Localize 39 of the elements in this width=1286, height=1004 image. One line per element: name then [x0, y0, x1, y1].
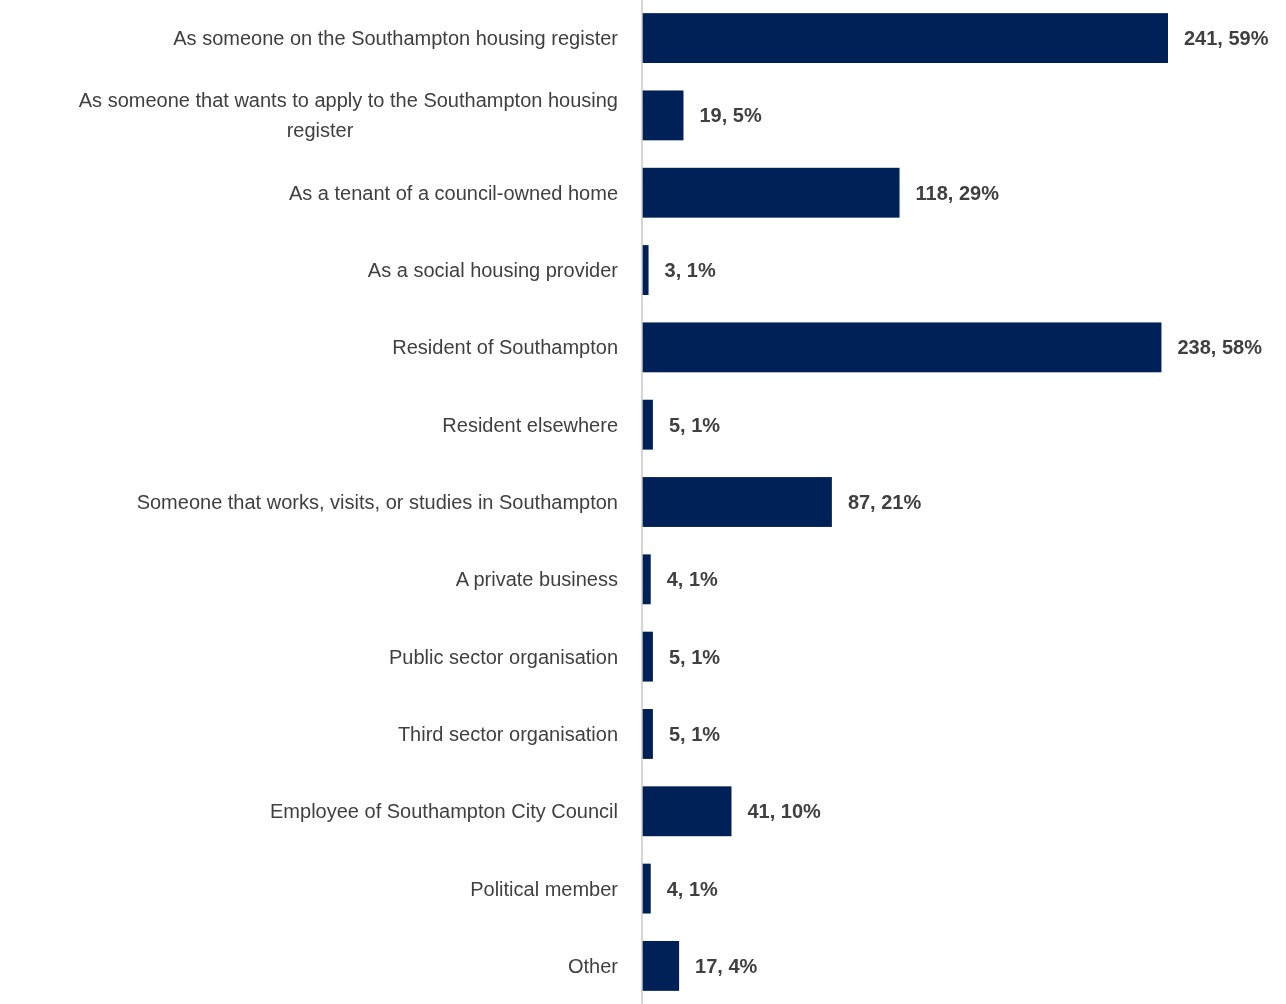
bar: [642, 786, 732, 837]
y-tick-label: Employee of Southampton City Council: [270, 800, 618, 823]
y-tick-label: Third sector organisation: [397, 722, 618, 745]
bar: [642, 940, 680, 991]
bar: [642, 399, 653, 450]
data-label: 5, 1%: [668, 645, 721, 668]
y-tick-label: As a tenant of a council-owned home: [288, 181, 618, 204]
bar: [642, 554, 651, 605]
data-label: 41, 10%: [747, 800, 822, 823]
bar: [642, 477, 832, 527]
data-label: 3, 1%: [664, 259, 716, 282]
bar: [642, 322, 1162, 373]
bar: [642, 631, 653, 682]
bar: [642, 245, 649, 295]
data-label: 118, 29%: [915, 181, 1000, 204]
bar: [642, 863, 651, 914]
y-tick-label: Resident of Southampton: [392, 336, 618, 359]
data-label: 5, 1%: [668, 413, 721, 436]
bar: [642, 13, 1168, 64]
bar: [642, 709, 653, 759]
y-tick-label: As someone that wants to apply to the Southampton housing register: [78, 89, 618, 142]
data-label: 17, 4%: [695, 954, 758, 977]
y-tick-label: Public sector organisation: [388, 645, 618, 668]
y-tick-label: As a social housing provider: [367, 259, 619, 282]
data-label: 241, 59%: [1184, 27, 1269, 50]
y-tick-label: Resident elsewhere: [442, 413, 618, 436]
y-tick-label: Someone that works, visits, or studies in Southampton: [136, 491, 618, 513]
data-label: 87, 21%: [847, 491, 922, 513]
data-label: 19, 5%: [699, 104, 762, 127]
y-tick-label: Political member: [470, 877, 619, 900]
bar: [642, 90, 684, 141]
data-label: 238, 58%: [1177, 336, 1263, 359]
y-tick-label: As someone on the Southampton housing register: [173, 27, 619, 50]
data-label: 5, 1%: [668, 722, 721, 745]
y-tick-label: Other: [567, 954, 619, 977]
data-label: 4, 1%: [666, 877, 719, 900]
bar: [642, 167, 900, 218]
data-label: 4, 1%: [666, 568, 719, 591]
y-tick-label: A private business: [455, 568, 618, 591]
